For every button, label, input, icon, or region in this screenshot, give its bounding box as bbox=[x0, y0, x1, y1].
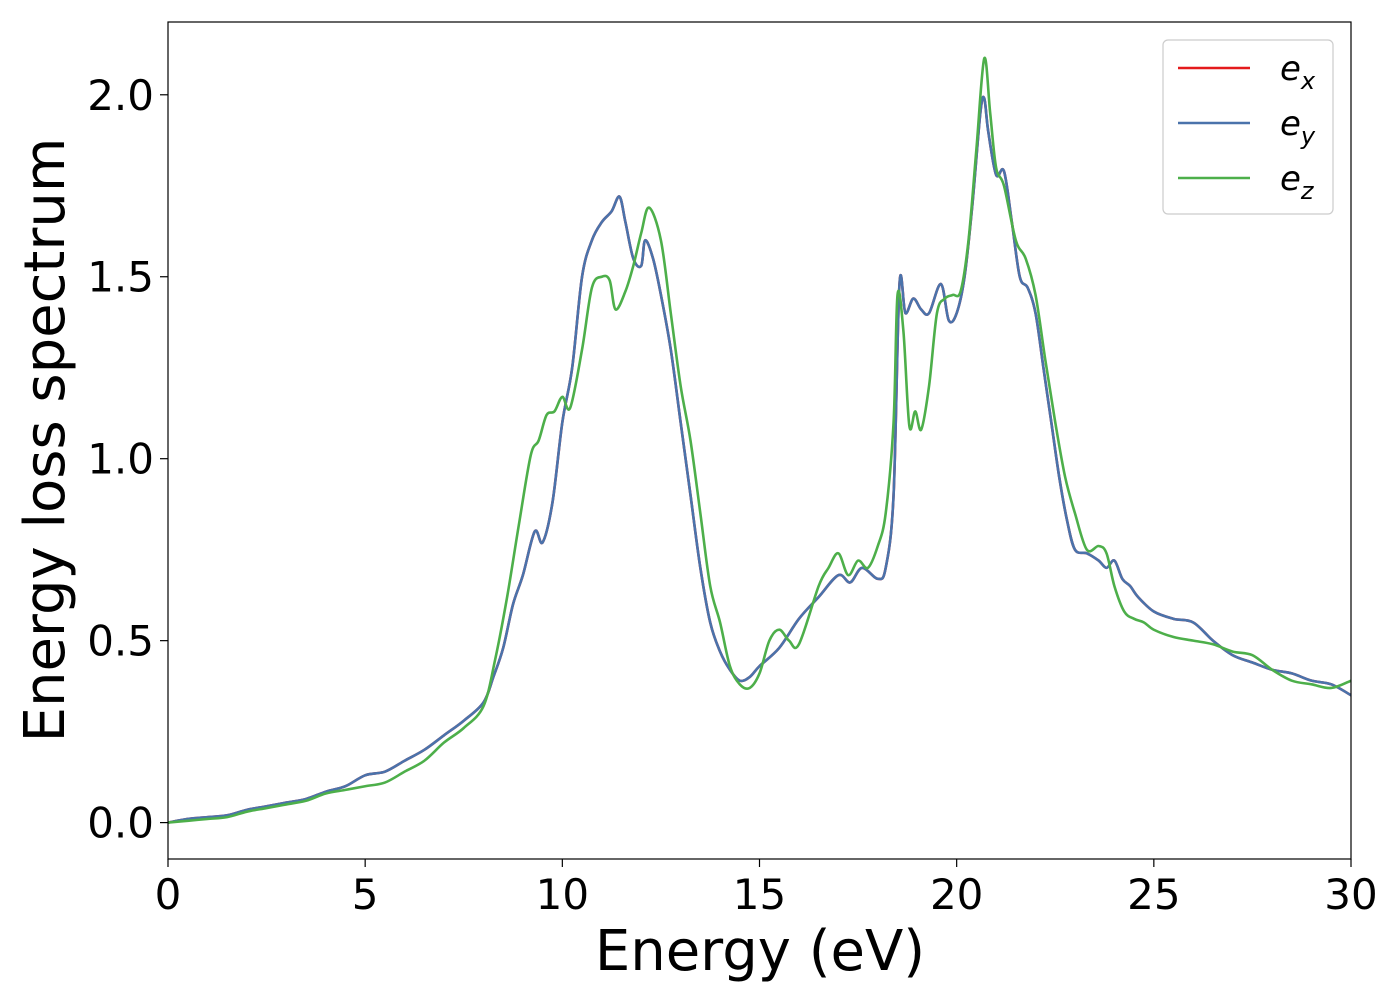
y-tick-label: 0.0 bbox=[87, 799, 154, 848]
y-tick-label: 0.5 bbox=[87, 617, 154, 666]
x-tick-label: 10 bbox=[536, 870, 589, 919]
x-tick-label: 25 bbox=[1127, 870, 1180, 919]
legend-label-ez: ez bbox=[1280, 159, 1315, 205]
series-line-ez bbox=[168, 56, 1351, 824]
legend: ex ey ez bbox=[1162, 39, 1334, 215]
plot-frame bbox=[167, 21, 1352, 860]
plot-area bbox=[168, 56, 1351, 824]
legend-label-ey: ey bbox=[1280, 104, 1316, 150]
x-tick-label: 0 bbox=[155, 870, 182, 919]
x-axis-title: Energy (eV) bbox=[595, 919, 925, 984]
x-axis: 0 5 10 15 20 25 30 bbox=[155, 859, 1378, 919]
x-tick-label: 15 bbox=[733, 870, 786, 919]
y-tick-label: 1.0 bbox=[87, 435, 154, 484]
legend-box bbox=[1162, 39, 1334, 215]
y-tick-label: 2.0 bbox=[87, 71, 154, 120]
y-axis: 0.0 0.5 1.0 1.5 2.0 bbox=[87, 71, 168, 848]
x-tick-label: 20 bbox=[930, 870, 983, 919]
x-tick-label: 5 bbox=[352, 870, 379, 919]
x-tick-label: 30 bbox=[1324, 870, 1377, 919]
legend-label-ex: ex bbox=[1280, 49, 1316, 95]
y-tick-label: 1.5 bbox=[87, 253, 154, 302]
y-axis-title: Energy loss spectrum bbox=[13, 138, 78, 743]
